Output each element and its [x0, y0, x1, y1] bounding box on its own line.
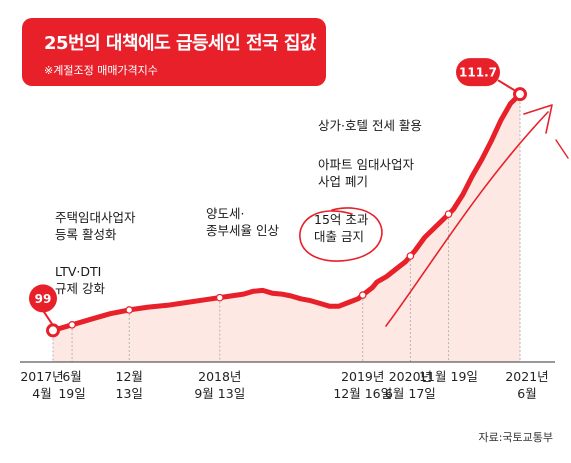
data-point-3 — [215, 293, 224, 302]
chart-subtitle: ※계절조정 매매가격지수 — [44, 64, 158, 77]
series-area — [53, 94, 520, 362]
annotation-5: 상가·호텔 전세 활용 — [318, 118, 422, 133]
start-badge-connector — [42, 309, 54, 326]
data-point-6 — [444, 210, 453, 218]
end-value-label: 111.7 — [459, 66, 497, 80]
x-tick-label-2: 12월 13일 — [116, 369, 143, 401]
annotation-0: LTV·DTI 규제 강화 — [55, 264, 105, 296]
annotation-4: 아파트 임대사업자 사업 폐기 — [318, 157, 414, 189]
data-point-1 — [68, 321, 76, 329]
start-value-label: 99 — [35, 292, 52, 306]
hand-drawn-circle — [299, 207, 383, 262]
annotation-1: 주택임대사업자 등록 활성화 — [55, 210, 136, 242]
x-tick-label-7: 2021년 6월 — [505, 369, 548, 401]
hand-drawn-stroke — [555, 139, 569, 159]
x-tick-label-4: 2019년 12월 16일 — [333, 369, 392, 401]
data-point-4 — [358, 291, 367, 299]
x-tick-label-6: 11월 19일 — [419, 369, 478, 384]
x-tick-label-5: 2020년 6월 17일 — [385, 369, 436, 401]
end-badge-connector — [497, 79, 517, 93]
hand-drawn-arrow — [385, 111, 549, 327]
annotation-2: 양도세· 종부세율 인상 — [206, 206, 279, 238]
start-point — [46, 323, 60, 338]
x-tick-label-0: 2017년 4월 — [20, 369, 63, 401]
source-note: 자료:국토교통부 — [478, 431, 553, 444]
x-tick-label-3: 2018년 9월 13일 — [194, 369, 245, 401]
end-point — [513, 87, 527, 102]
title-badge: 25번의 대책에도 급등세인 전국 집값 ※계절조정 매매가격지수 — [22, 18, 326, 86]
data-point-5 — [406, 252, 415, 260]
chart-title: 25번의 대책에도 급등세인 전국 집값 — [44, 33, 316, 54]
hand-drawn-arrow-head — [523, 104, 553, 134]
end-badge — [456, 58, 500, 87]
data-point-2 — [125, 306, 134, 314]
series-line — [50, 91, 523, 333]
annotation-3: 15억 초과 대출 금지 — [314, 212, 369, 244]
start-badge — [29, 284, 57, 313]
x-tick-label-1: 6월 19일 — [58, 369, 85, 401]
